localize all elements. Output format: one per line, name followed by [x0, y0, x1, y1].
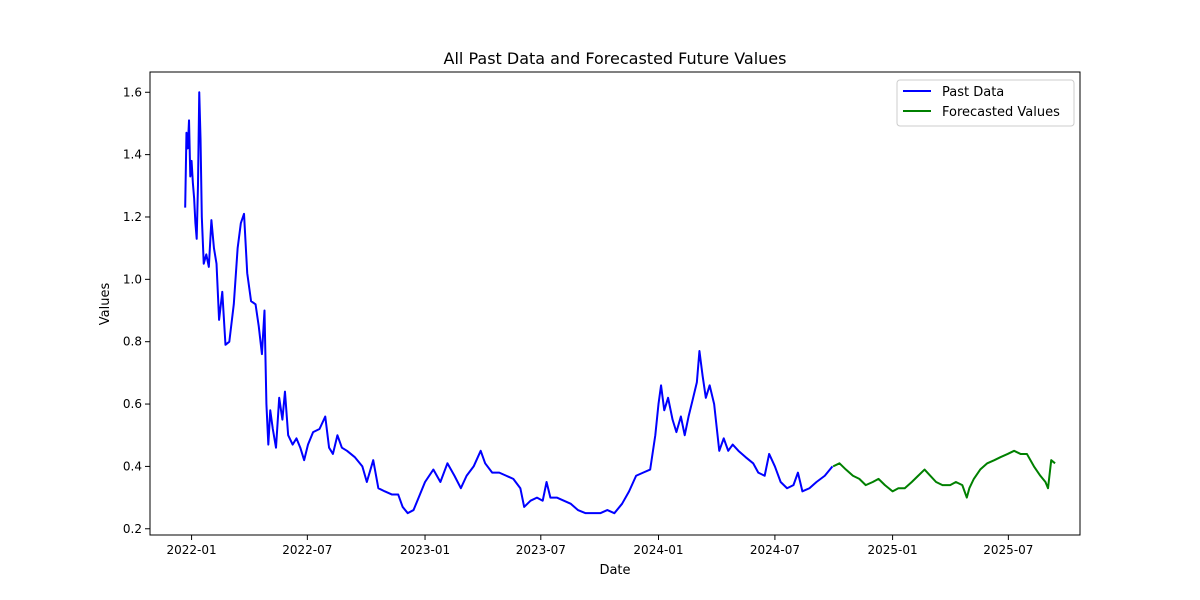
y-axis-ticks: 0.2 0.4 0.6 0.8 1.0 1.2 1.4 1.6 [123, 85, 150, 536]
legend-label-forecasted-values: Forecasted Values [942, 105, 1060, 120]
y-tick-label: 1.4 [123, 148, 142, 162]
x-tick-label: 2025-01 [868, 543, 918, 557]
y-tick-label: 0.6 [123, 397, 142, 411]
legend-box [896, 79, 1075, 127]
x-axis-ticks: 2022-01 2022-07 2023-01 2023-07 2024-01 2024-… [167, 535, 1033, 557]
legend: Past Data Forecasted Values [896, 79, 1075, 127]
x-tick-label: 2025-07 [983, 543, 1033, 557]
y-tick-label: 0.8 [123, 335, 142, 349]
y-tick-label: 0.4 [123, 459, 142, 473]
x-axis-label: Date [599, 563, 630, 578]
y-tick-label: 0.2 [123, 522, 142, 536]
y-tick-label: 1.6 [123, 85, 142, 99]
plot-frame [149, 71, 1081, 536]
chart-title: All Past Data and Forecasted Future Valu… [444, 49, 787, 68]
x-tick-label: 2022-01 [167, 543, 217, 557]
series-line-past-data [184, 91, 834, 515]
x-tick-label: 2022-07 [282, 543, 332, 557]
x-tick-label: 2023-07 [516, 543, 566, 557]
x-tick-label: 2024-01 [633, 543, 683, 557]
series-line-forecasted-values [832, 449, 1056, 499]
plot-series [184, 91, 1056, 515]
y-tick-label: 1.2 [123, 210, 142, 224]
y-axis-label: Values [98, 283, 113, 326]
x-tick-label: 2023-01 [400, 543, 450, 557]
legend-label-past-data: Past Data [942, 85, 1004, 100]
x-tick-label: 2024-07 [750, 543, 800, 557]
y-tick-label: 1.0 [123, 272, 142, 286]
